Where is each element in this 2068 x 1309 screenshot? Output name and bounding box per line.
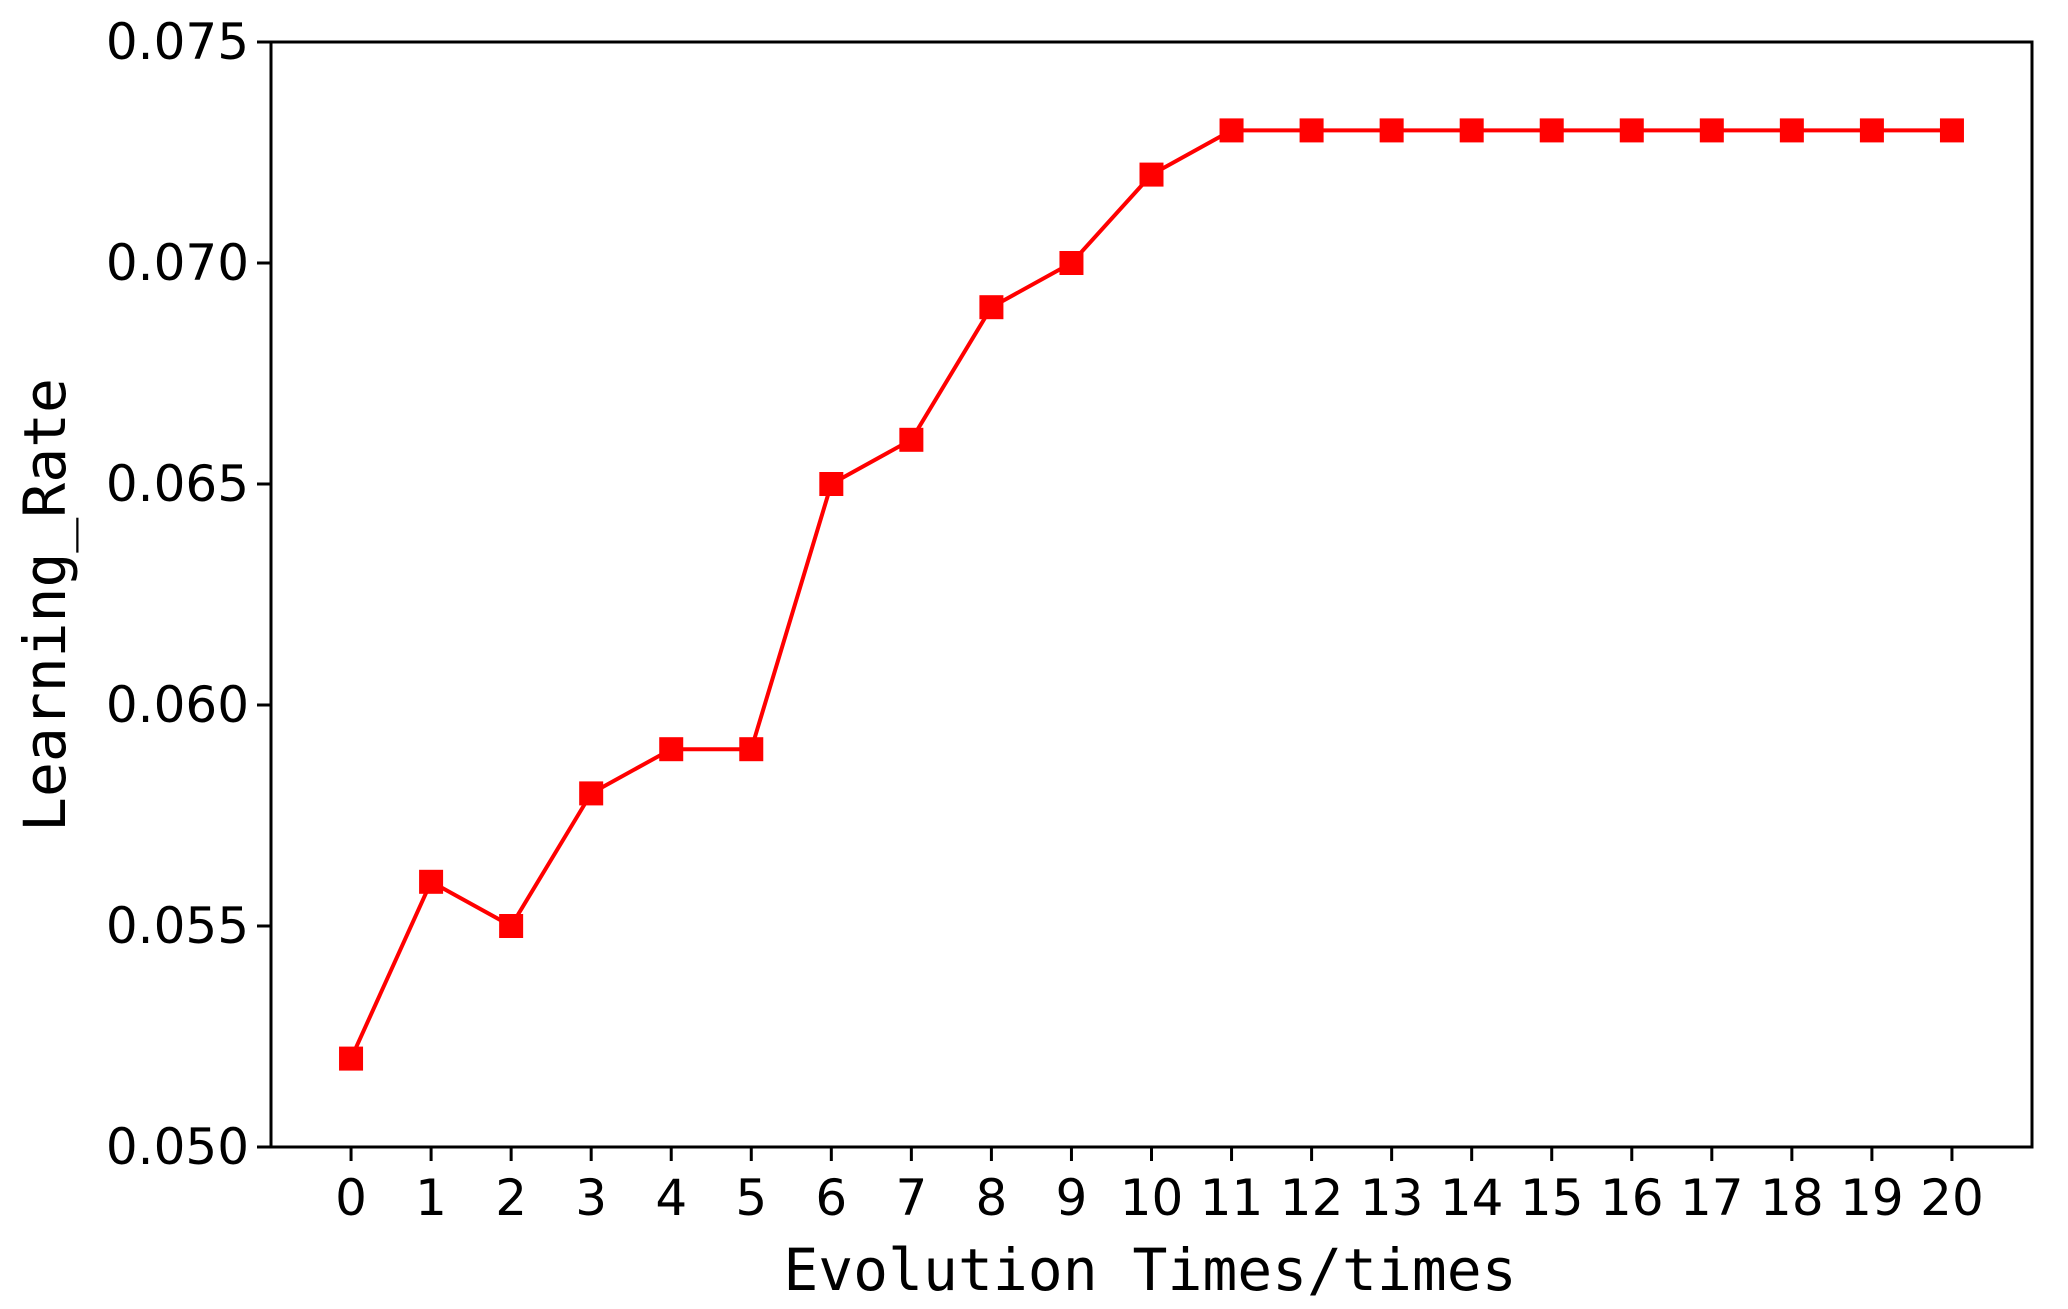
data-point-marker bbox=[739, 737, 764, 762]
x-tick-label: 17 bbox=[1680, 1169, 1744, 1227]
data-point-marker bbox=[1619, 118, 1644, 143]
data-point-marker bbox=[1539, 118, 1564, 143]
y-tick-label: 0.070 bbox=[106, 234, 249, 292]
y-tick-label: 0.065 bbox=[106, 455, 249, 513]
x-tick-label: 5 bbox=[735, 1169, 767, 1227]
data-point-marker bbox=[579, 781, 604, 806]
x-tick-label: 16 bbox=[1600, 1169, 1664, 1227]
x-tick-label: 10 bbox=[1120, 1169, 1184, 1227]
x-tick-label: 8 bbox=[976, 1169, 1008, 1227]
x-tick-label: 20 bbox=[1920, 1169, 1984, 1227]
x-tick-label: 7 bbox=[895, 1169, 927, 1227]
data-point-marker bbox=[659, 737, 684, 762]
x-tick-label: 6 bbox=[815, 1169, 847, 1227]
series-line bbox=[349, 128, 1952, 1060]
data-point-marker bbox=[1059, 251, 1084, 275]
x-tick-label: 11 bbox=[1200, 1169, 1264, 1227]
data-point-marker bbox=[819, 472, 844, 496]
data-point-marker bbox=[339, 1046, 364, 1071]
data-point-marker bbox=[1699, 118, 1724, 143]
data-point-marker bbox=[1459, 118, 1484, 143]
x-tick-label: 18 bbox=[1760, 1169, 1824, 1227]
x-tick-label: 2 bbox=[495, 1169, 527, 1227]
y-tick-label: 0.055 bbox=[106, 897, 249, 955]
y-axis-title: Learning_Rate bbox=[11, 378, 79, 832]
data-point-marker bbox=[1139, 162, 1164, 187]
x-tick-label: 4 bbox=[655, 1169, 687, 1227]
plot-area-frame bbox=[269, 40, 2034, 1149]
data-point-marker bbox=[1779, 118, 1804, 143]
x-tick-label: 0 bbox=[335, 1169, 367, 1227]
x-tick-label: 1 bbox=[415, 1169, 447, 1227]
data-point-marker bbox=[1939, 118, 1964, 143]
x-tick-label: 12 bbox=[1280, 1169, 1344, 1227]
x-tick-label: 14 bbox=[1440, 1169, 1504, 1227]
y-tick-label: 0.075 bbox=[106, 13, 249, 71]
x-tick-label: 15 bbox=[1520, 1169, 1584, 1227]
data-point-marker bbox=[499, 914, 524, 938]
x-tick-label: 9 bbox=[1056, 1169, 1088, 1227]
data-point-marker bbox=[1379, 118, 1404, 143]
x-axis-title: Evolution Times/times bbox=[783, 1236, 1516, 1304]
data-point-marker bbox=[1299, 118, 1324, 143]
y-tick-label: 0.060 bbox=[106, 676, 249, 734]
data-point-marker bbox=[979, 295, 1004, 320]
data-point-marker bbox=[419, 869, 444, 894]
x-tick-label: 3 bbox=[575, 1169, 607, 1227]
data-point-marker bbox=[1859, 118, 1884, 143]
data-point-marker bbox=[1219, 118, 1244, 143]
y-tick-label: 0.050 bbox=[106, 1118, 249, 1176]
x-tick-label: 19 bbox=[1840, 1169, 1904, 1227]
data-point-marker bbox=[899, 427, 924, 452]
x-axis: 0 1 2 3 4 5 6 7 8 9 10 11 12 13 14 15 16 17 18 19 20 bbox=[335, 1147, 1984, 1227]
y-axis: 0.050 0.055 0.060 0.065 0.070 0.075 bbox=[106, 13, 271, 1176]
series-layer bbox=[339, 118, 1964, 1071]
x-tick-label: 13 bbox=[1360, 1169, 1424, 1227]
